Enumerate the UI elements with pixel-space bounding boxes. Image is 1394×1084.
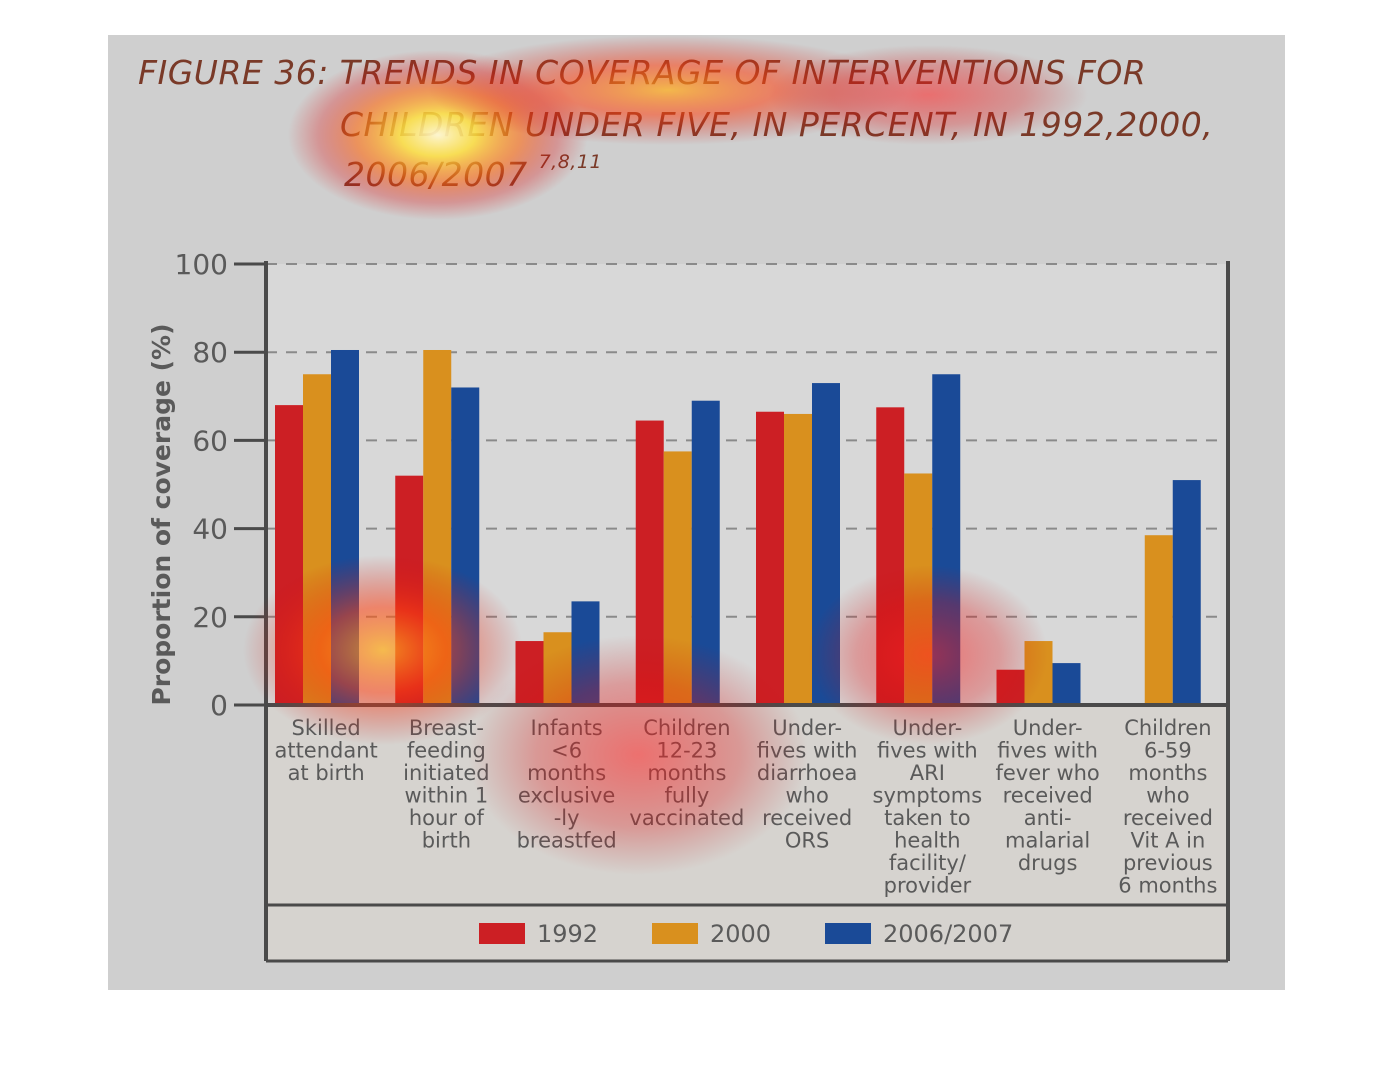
bar (275, 405, 303, 705)
legend-swatch (652, 923, 698, 944)
bar (784, 413, 812, 705)
y-tick-label: 0 (210, 689, 228, 722)
bar (756, 411, 784, 705)
bar (932, 374, 961, 705)
x-category-label: Infants <6 months exclusive -ly breastfed (517, 716, 617, 853)
y-tick-label: 20 (192, 601, 228, 634)
bar (395, 475, 424, 705)
bar (515, 641, 544, 705)
bar (543, 632, 572, 705)
bar (451, 387, 480, 705)
y-tick-labels: 0 20 40 60 80 100 (175, 248, 228, 722)
y-tick-label: 80 (192, 336, 228, 369)
legend-label: 1992 (537, 920, 598, 948)
legend-swatch (479, 923, 525, 944)
bar (303, 374, 331, 705)
legend-label: 2000 (710, 920, 771, 948)
bar (1144, 535, 1173, 705)
legend-swatch (825, 923, 871, 944)
x-category-label: Children 6-59 months who received Vit A in pre… (1118, 716, 1217, 898)
bar (423, 349, 452, 705)
bar (635, 420, 664, 705)
bar (1052, 663, 1081, 705)
bar (876, 407, 905, 705)
legend-label: 2006/2007 (883, 920, 1013, 948)
bar (812, 383, 840, 705)
y-axis-label: Proportion of coverage (%) (147, 323, 176, 705)
x-category-label: Under-fives with ARI symptoms taken to healt… (873, 716, 983, 898)
bar (691, 400, 720, 705)
x-category-label: Under-fives with fever who received anti-ma… (995, 716, 1099, 875)
bar (1024, 641, 1053, 705)
bar (1172, 480, 1201, 705)
y-tick-label: 100 (175, 248, 228, 281)
bar (663, 451, 692, 705)
bar (996, 669, 1025, 705)
y-tick-label: 60 (192, 424, 228, 457)
bar (571, 601, 600, 705)
y-tick-label: 40 (192, 513, 228, 546)
bar (904, 473, 933, 705)
figure-panel: FIGURE 36: TRENDS IN COVERAGE OF INTERVE… (108, 35, 1285, 990)
legend: 1992 2000 2006/2007 (479, 920, 1013, 948)
bar (331, 349, 359, 705)
